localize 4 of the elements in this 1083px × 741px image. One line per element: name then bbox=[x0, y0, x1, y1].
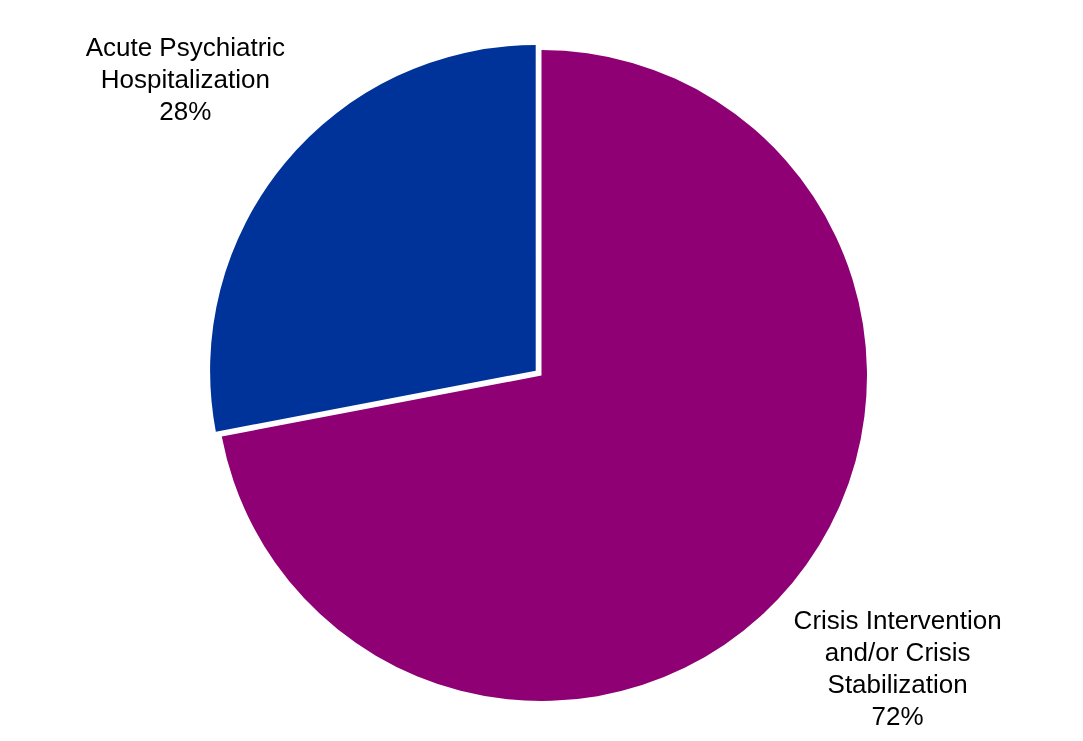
data-label: 28% bbox=[159, 96, 212, 127]
slice-label: Acute Psychiatric Hospitalization bbox=[85, 32, 286, 95]
data-label: 72% bbox=[871, 701, 924, 732]
slice-label: Crisis Intervention and/or Crisis Stabilization bbox=[793, 605, 1002, 700]
